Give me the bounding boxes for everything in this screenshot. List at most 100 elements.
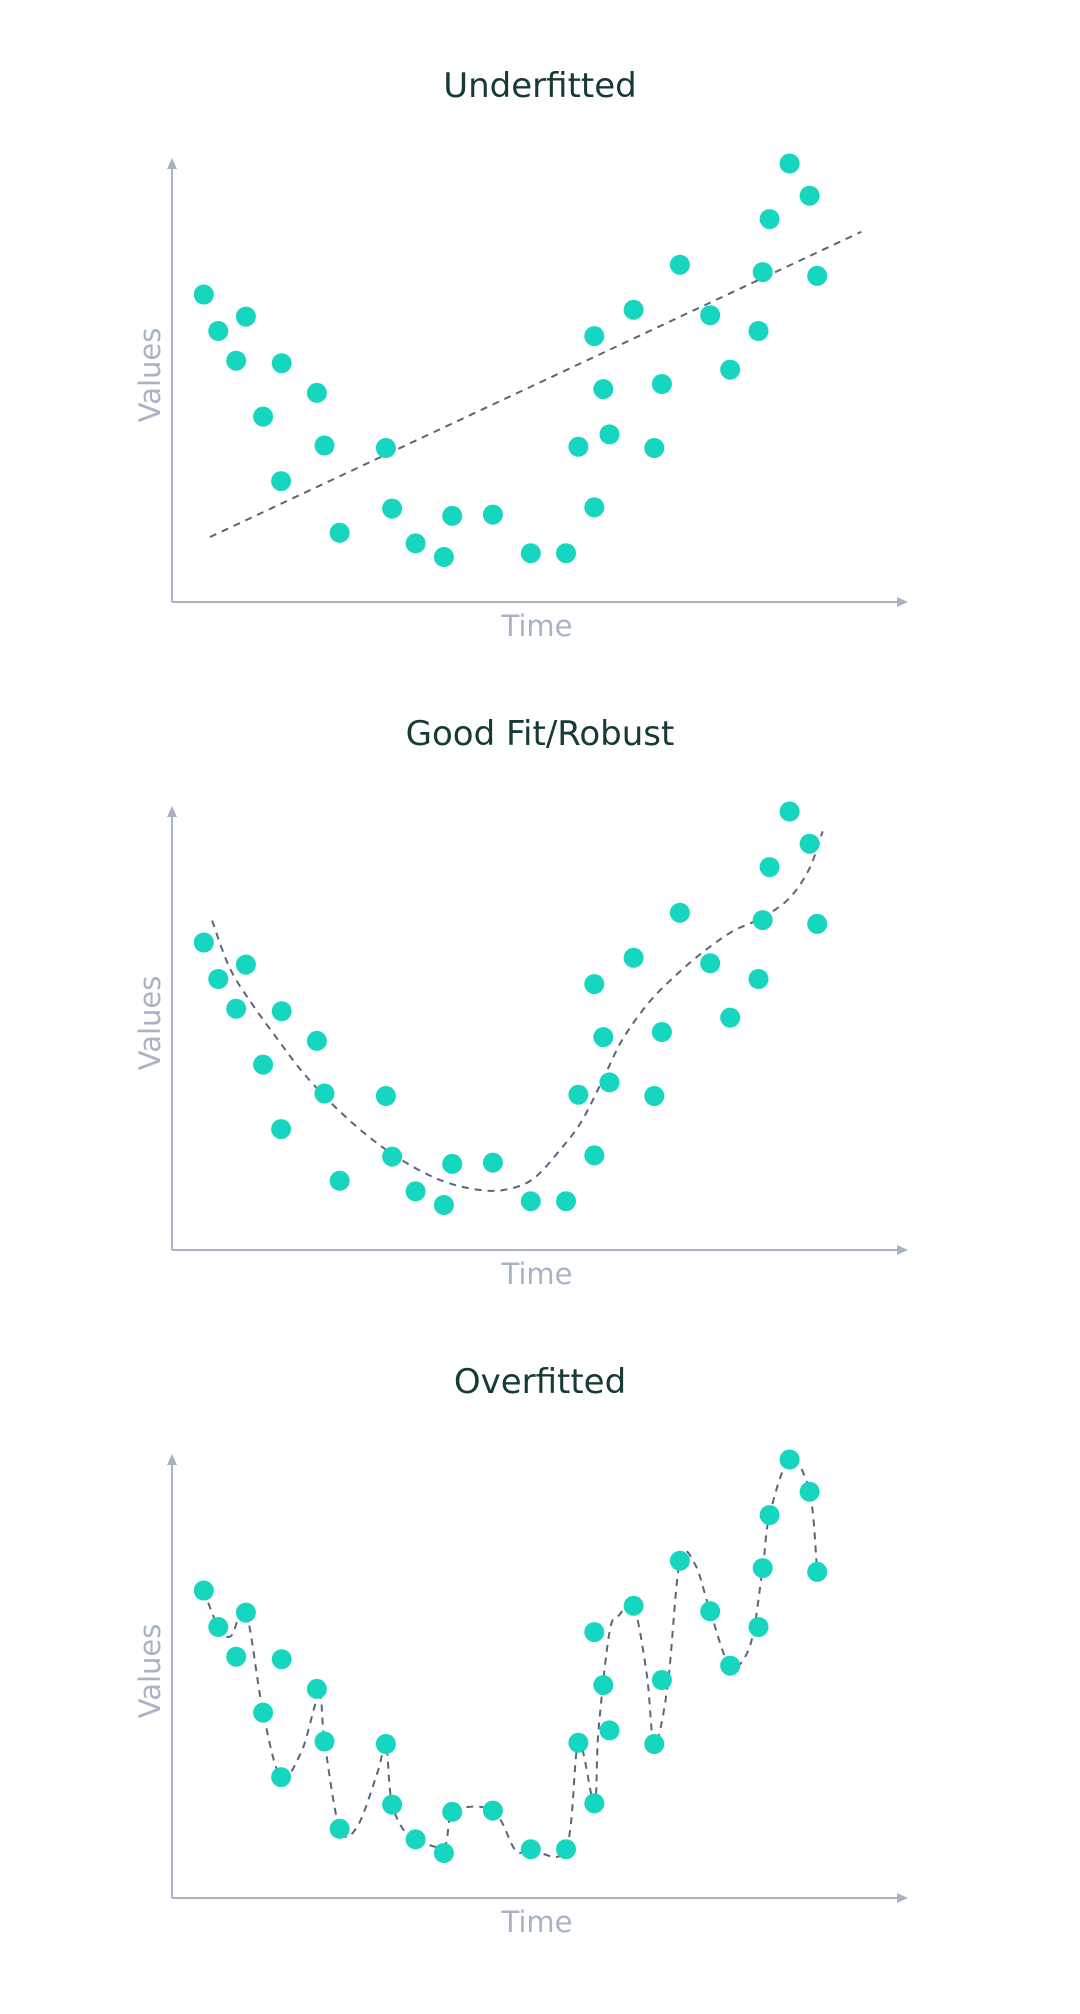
- data-point: [253, 1702, 274, 1723]
- data-point: [568, 1084, 589, 1105]
- data-point: [306, 1030, 327, 1051]
- chart-svg: Time Values: [133, 153, 908, 643]
- data-point: [482, 504, 503, 525]
- chart-title: Underfitted: [443, 66, 637, 106]
- data-point: [799, 185, 820, 206]
- chart-title: Good Fit/Robust: [405, 714, 675, 754]
- y-axis-arrow-icon: [167, 806, 177, 817]
- data-point: [644, 1086, 665, 1106]
- data-point: [759, 209, 780, 230]
- data-point: [253, 1054, 274, 1075]
- data-point: [405, 1829, 426, 1850]
- data-point: [720, 1655, 741, 1676]
- data-point: [752, 262, 773, 283]
- data-point: [599, 1072, 620, 1093]
- data-point: [193, 1580, 214, 1601]
- fit-line: [211, 831, 824, 1192]
- data-point: [584, 974, 605, 995]
- data-point: [208, 969, 229, 989]
- data-point: [433, 1843, 454, 1863]
- x-axis-arrow-icon: [897, 1245, 908, 1255]
- data-point: [271, 1001, 292, 1022]
- data-point: [759, 857, 780, 878]
- y-axis-label: Values: [133, 328, 167, 423]
- data-point: [235, 306, 256, 327]
- data-point: [651, 1670, 672, 1690]
- data-point: [226, 350, 247, 371]
- data-point: [599, 1720, 620, 1741]
- data-point: [807, 913, 828, 934]
- chart-panel-overfitted: Overfitted Time Values: [0, 1296, 1080, 1944]
- data-point: [720, 1007, 741, 1028]
- data-point: [433, 1195, 454, 1215]
- data-point: [720, 359, 741, 380]
- data-point: [584, 497, 605, 518]
- fit-line: [209, 230, 862, 538]
- data-point: [382, 1146, 403, 1167]
- data-point: [807, 1561, 828, 1582]
- chart-svg: Time Values: [133, 801, 908, 1291]
- y-axis-label: Values: [133, 976, 167, 1071]
- data-point: [208, 321, 229, 341]
- data-point: [752, 910, 773, 931]
- data-point: [442, 1801, 463, 1822]
- data-point: [593, 1027, 614, 1048]
- data-point: [669, 1550, 690, 1571]
- data-point: [568, 1732, 589, 1753]
- y-axis-arrow-icon: [167, 1454, 177, 1465]
- data-point: [433, 547, 454, 567]
- data-point: [623, 947, 644, 968]
- data-point: [584, 1793, 605, 1814]
- data-point: [669, 902, 690, 923]
- data-point: [271, 1767, 292, 1788]
- data-point: [235, 954, 256, 975]
- data-point: [700, 953, 721, 974]
- data-point: [584, 1622, 605, 1643]
- data-point: [405, 533, 426, 554]
- data-point: [700, 305, 721, 326]
- data-point: [779, 801, 800, 822]
- data-point: [593, 1675, 614, 1696]
- data-point: [482, 1800, 503, 1821]
- data-point: [208, 1617, 229, 1637]
- data-point: [623, 299, 644, 320]
- y-axis-label: Values: [133, 1624, 167, 1719]
- data-point: [405, 1181, 426, 1202]
- data-point: [599, 424, 620, 445]
- data-point: [382, 1794, 403, 1815]
- x-axis-label: Time: [501, 609, 573, 643]
- data-point: [375, 438, 396, 458]
- data-point: [226, 998, 247, 1019]
- data-point: [271, 471, 292, 492]
- chart-panel-underfitted: Underfitted Time Values: [0, 0, 1080, 648]
- x-axis-label: Time: [501, 1257, 573, 1291]
- data-point: [520, 1839, 541, 1860]
- data-point: [193, 284, 214, 305]
- data-point: [253, 406, 274, 427]
- data-point: [375, 1734, 396, 1754]
- chart-svg: Time Values: [133, 1449, 908, 1939]
- data-point: [306, 382, 327, 403]
- data-point: [748, 969, 769, 989]
- data-point: [329, 1170, 350, 1191]
- data-point: [669, 254, 690, 275]
- data-point: [748, 1617, 769, 1637]
- data-point: [644, 438, 665, 458]
- x-axis-label: Time: [501, 1905, 573, 1939]
- chart-panel-good-fit: Good Fit/Robust Time Values: [0, 648, 1080, 1296]
- data-point: [271, 353, 292, 374]
- y-axis-arrow-icon: [167, 158, 177, 169]
- data-point: [779, 1449, 800, 1470]
- data-point: [556, 1839, 576, 1860]
- data-point: [329, 1818, 350, 1839]
- data-point: [568, 436, 589, 457]
- data-point: [651, 374, 672, 394]
- data-point: [520, 1191, 541, 1212]
- data-point: [799, 833, 820, 854]
- data-point: [226, 1646, 247, 1667]
- data-point: [748, 321, 769, 341]
- chart-title: Overfitted: [453, 1362, 627, 1402]
- data-point: [799, 1481, 820, 1502]
- data-point: [700, 1601, 721, 1622]
- data-point: [752, 1558, 773, 1579]
